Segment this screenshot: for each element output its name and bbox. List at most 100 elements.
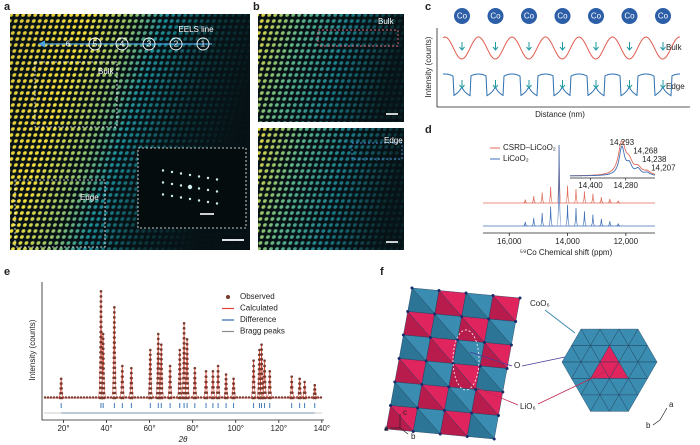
legend-label: Calculated [240, 304, 278, 313]
label: Co [457, 12, 468, 21]
fft-spot [197, 199, 201, 202]
observed-peak [177, 348, 182, 400]
observed-point [149, 372, 153, 376]
x-tick-label: 60° [144, 424, 156, 433]
panel-label: b [253, 1, 260, 13]
co-atom [554, 8, 571, 24]
atom [393, 380, 397, 384]
observed-point [298, 387, 302, 390]
atom [470, 411, 473, 415]
observed-background [286, 396, 290, 399]
x-tick-label: 40° [101, 424, 113, 433]
observed-point [313, 388, 317, 391]
peak [607, 198, 612, 204]
bulk-box [34, 61, 118, 128]
observed-point [102, 377, 106, 380]
observed-point [157, 342, 160, 346]
inset-tick-label: 14,400 [578, 181, 603, 190]
observed-point [298, 382, 302, 385]
observed-background [283, 396, 287, 399]
atom [451, 362, 455, 365]
observed-point [260, 362, 264, 366]
observed-point [60, 391, 64, 395]
observed-point [303, 380, 306, 384]
observed-point [263, 364, 267, 368]
atom [460, 315, 464, 318]
panel-label: a [4, 1, 11, 13]
observed-point [178, 367, 182, 371]
observed-point [60, 387, 63, 390]
observed-point [113, 361, 117, 365]
observed-point [291, 396, 294, 400]
atom [505, 367, 509, 370]
atom [406, 310, 410, 313]
observed-point [205, 380, 208, 384]
arrow [559, 42, 566, 51]
atom [437, 289, 441, 292]
observed-point [215, 396, 219, 400]
observed-point [260, 357, 264, 361]
atom [424, 359, 428, 363]
observed-point [186, 386, 190, 390]
observed-point [182, 331, 186, 335]
atom [487, 317, 491, 321]
observed-point [291, 391, 294, 394]
label: Co [557, 12, 568, 21]
observed-background [91, 396, 95, 399]
observed-point [113, 386, 117, 390]
label: a [669, 400, 674, 409]
observed-point [169, 396, 173, 400]
label: Intensity (counts) [424, 36, 433, 97]
lio6-octahedron [439, 410, 468, 437]
observed-point [149, 396, 153, 400]
x-axis-label: 2θ [178, 435, 188, 444]
observed-background [49, 396, 53, 399]
label: CoO₆ [530, 299, 550, 308]
observed-point [112, 396, 115, 400]
observed-peak [58, 377, 64, 400]
atom [416, 406, 419, 410]
coo6-octahedron [637, 361, 658, 379]
fft-spot [188, 197, 192, 201]
peak [599, 197, 604, 204]
inset-tick-label: 14,280 [613, 181, 638, 190]
peak [607, 221, 612, 227]
observed-point [169, 375, 172, 378]
observed-background [247, 396, 251, 399]
observed-point [211, 380, 215, 384]
observed-point [101, 332, 105, 336]
observed-point [193, 376, 197, 380]
observed-peak [302, 380, 307, 400]
observed-point [179, 396, 182, 400]
observed-point [102, 381, 106, 385]
observed-point [211, 375, 215, 378]
arrow [559, 80, 566, 89]
observed-point [160, 367, 163, 371]
eels-point [88, 37, 102, 51]
observed-point [264, 396, 267, 400]
observed-background [85, 396, 89, 399]
fft-spot [161, 169, 165, 172]
atom [464, 291, 468, 295]
observed-background [280, 396, 284, 399]
observed-point [252, 380, 256, 384]
co-atom [521, 8, 537, 24]
observed-point [160, 377, 164, 380]
edge-box [351, 142, 403, 160]
observed-point [203, 396, 207, 400]
fft-spot [197, 187, 201, 190]
observed-peak [223, 373, 229, 400]
observed-background [46, 396, 50, 399]
observed-peak [297, 377, 302, 400]
observed-background [82, 396, 86, 399]
label: Co [658, 12, 669, 21]
observed-point [260, 372, 264, 376]
inset-curve [570, 145, 656, 177]
fft-spot [215, 178, 219, 181]
observed-background [67, 396, 71, 399]
label: Edge [80, 193, 99, 202]
observed-point [186, 362, 189, 366]
observed-point [157, 357, 160, 360]
co-atom [588, 8, 604, 24]
peak [540, 192, 545, 204]
